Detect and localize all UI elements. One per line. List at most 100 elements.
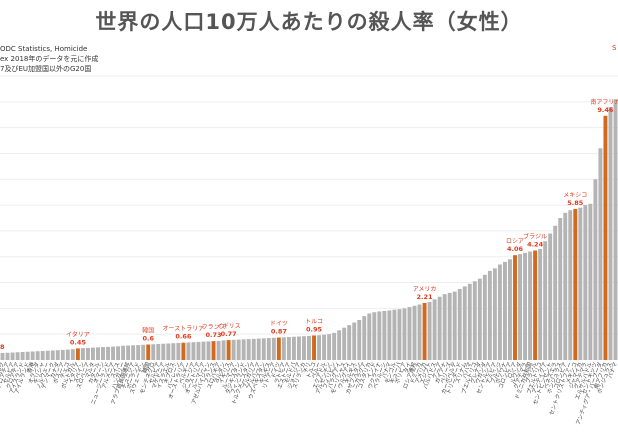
bar <box>352 322 357 360</box>
bar <box>492 268 497 360</box>
callout-country: オーストラリア <box>163 326 205 333</box>
bar <box>161 343 166 360</box>
bar-highlight <box>533 250 538 360</box>
bar <box>10 352 15 360</box>
callout-country: 韓国 <box>142 327 154 335</box>
bar <box>251 338 256 360</box>
callout-country: フランス <box>202 324 226 331</box>
bar-highlight <box>312 335 316 360</box>
bar-highlight <box>573 208 578 360</box>
bar <box>397 309 402 360</box>
bar <box>15 352 20 360</box>
bar <box>563 212 568 360</box>
bar <box>387 310 392 360</box>
x-tick-label: タイ <box>402 361 413 374</box>
bar-highlight <box>603 115 608 360</box>
bar <box>0 353 5 360</box>
bar <box>558 218 563 360</box>
bar <box>45 350 50 360</box>
callout-value-edge: 8 <box>0 343 5 351</box>
bar <box>407 307 412 360</box>
bar <box>271 337 276 360</box>
bar <box>55 350 60 360</box>
bar <box>543 241 548 360</box>
bar <box>166 343 171 360</box>
bar <box>186 342 191 360</box>
source-line: ex 2018年のデータを元に作成 <box>0 55 99 63</box>
bar <box>442 294 447 360</box>
bar <box>518 254 522 360</box>
bar <box>437 296 442 360</box>
bar <box>317 335 322 360</box>
bar <box>528 251 533 360</box>
source-note: ODC Statistics, Homicide ex 2018年のデータを元に… <box>0 44 160 74</box>
source-right-fragment: S <box>612 44 617 52</box>
callout-value: 9.46 <box>597 106 614 114</box>
bar <box>593 179 598 360</box>
bar <box>307 335 311 360</box>
callout-value: 4.24 <box>527 241 544 249</box>
bar <box>256 338 261 360</box>
bar <box>111 346 116 360</box>
bar <box>281 337 286 360</box>
callout-value: 5.85 <box>567 199 584 207</box>
bar <box>131 345 136 360</box>
bar <box>90 347 95 360</box>
x-axis-labels: ルクセンブルククロアチアセルビアクロアチアアイスランドアイルランド香港オランダギ… <box>0 361 618 426</box>
bar <box>241 339 246 360</box>
x-tick-label: 韓国 <box>140 361 151 375</box>
bar <box>176 342 181 360</box>
bar <box>296 336 301 360</box>
bar <box>231 339 236 360</box>
bar <box>236 339 241 360</box>
bar <box>578 207 583 360</box>
bar-highlight <box>422 302 427 360</box>
bar <box>85 347 90 360</box>
callout-country: イギリス <box>217 323 241 330</box>
bar <box>96 347 100 360</box>
bar <box>487 270 492 360</box>
callout-value: 0.95 <box>306 325 323 333</box>
x-tick-label: パナマ <box>607 361 618 380</box>
bar <box>357 319 362 360</box>
bar <box>337 330 342 360</box>
bar <box>80 348 85 360</box>
callout-country: アメリカ <box>413 286 437 293</box>
bar <box>538 248 543 360</box>
bar <box>126 345 131 360</box>
bar <box>347 325 352 360</box>
bar <box>221 340 226 360</box>
bar <box>472 281 477 360</box>
bar <box>553 225 558 360</box>
bar <box>342 327 347 360</box>
bar <box>191 342 196 360</box>
bar <box>402 308 407 360</box>
bar <box>121 345 126 360</box>
bar <box>568 210 573 360</box>
bar <box>20 351 25 360</box>
chart-title: 世界の人口10万人あたりの殺人率（女性） <box>95 10 523 34</box>
callout-country: メキシコ <box>563 192 587 199</box>
bar <box>101 347 105 360</box>
bar <box>151 344 156 360</box>
bar <box>201 341 206 360</box>
callout-value: 2.21 <box>417 293 434 301</box>
bar-highlight <box>211 341 216 360</box>
bar <box>70 349 75 360</box>
bar <box>50 350 55 360</box>
bar <box>261 338 266 360</box>
x-tick-label: チリ <box>302 361 312 374</box>
bar <box>548 233 553 360</box>
bar <box>608 106 613 361</box>
bar <box>372 312 377 360</box>
bar-highlight <box>513 255 517 360</box>
bar <box>523 252 528 360</box>
bar <box>171 343 176 360</box>
bar <box>136 345 141 360</box>
bar <box>362 316 367 360</box>
callout-country: イタリア <box>66 330 90 338</box>
bar <box>412 305 417 360</box>
callout-value: 0.45 <box>70 338 87 346</box>
bar <box>116 346 121 360</box>
